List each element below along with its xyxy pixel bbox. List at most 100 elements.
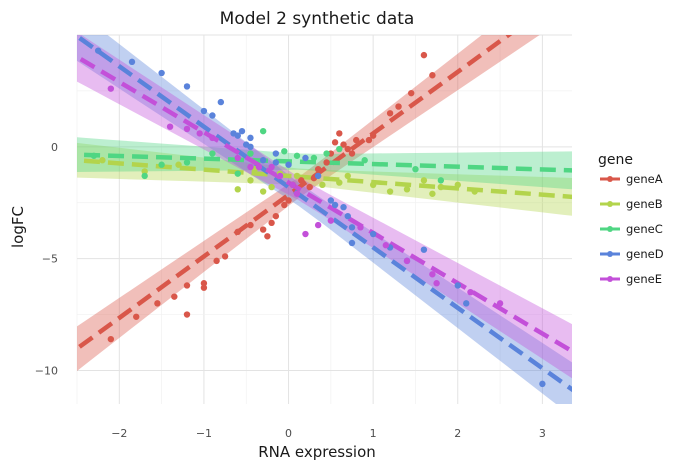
point-geneD (209, 112, 216, 119)
point-geneA (336, 130, 343, 137)
point-geneE (302, 230, 309, 238)
x-tick-label: 0 (285, 427, 292, 440)
point-geneE (166, 123, 174, 130)
point-geneA (298, 177, 305, 184)
point-geneD (302, 154, 309, 162)
point-geneB (319, 181, 326, 189)
point-geneD (247, 134, 254, 142)
point-geneA (353, 136, 360, 144)
point-geneD (259, 157, 267, 164)
x-tick-label: 3 (539, 427, 546, 440)
point-geneD (183, 83, 191, 90)
x-axis-ticks: −2 −1 0 1 2 3 (111, 427, 546, 440)
point-geneD (420, 246, 428, 253)
point-geneA (200, 280, 208, 287)
point-geneE (314, 221, 322, 229)
point-geneC (141, 172, 148, 180)
point-geneA (408, 89, 415, 97)
point-geneE (403, 257, 411, 265)
point-geneA (344, 145, 351, 153)
point-geneA (331, 139, 339, 146)
point-geneA (171, 293, 178, 300)
point-geneE (382, 242, 390, 249)
legend-label-geneE: geneE (626, 272, 662, 286)
point-geneC (90, 152, 98, 159)
point-geneA (272, 212, 280, 220)
point-geneA (386, 110, 394, 117)
point-geneB (259, 188, 267, 195)
point-geneD (285, 161, 292, 168)
point-geneE (268, 163, 275, 171)
point-geneD (463, 300, 470, 307)
point-geneE (183, 125, 191, 133)
point-geneB (471, 188, 478, 195)
point-geneD (348, 224, 356, 231)
point-geneB (420, 177, 428, 184)
y-tick-label: −5 (42, 253, 58, 266)
point-geneD (217, 98, 225, 106)
point-geneB (386, 188, 394, 195)
point-geneA (264, 233, 271, 240)
grid (76, 34, 572, 404)
point-geneD (200, 107, 208, 115)
point-geneA (221, 253, 229, 260)
point-geneE (327, 217, 335, 224)
point-geneD (344, 212, 351, 220)
point-geneA (133, 313, 140, 320)
point-geneD (94, 47, 102, 54)
y-tick-label: −10 (35, 364, 58, 377)
point-geneA (365, 136, 373, 144)
legend-label-geneA: geneA (626, 172, 663, 186)
point-geneD (340, 204, 347, 211)
point-geneA (183, 311, 191, 318)
point-geneC (247, 150, 254, 157)
point-geneD (454, 282, 461, 289)
point-geneD (234, 132, 241, 139)
legend-key-dot (607, 176, 613, 182)
point-geneC (183, 159, 191, 166)
point-geneB (403, 186, 411, 193)
point-geneA (314, 165, 322, 173)
legend-key-dot (607, 201, 613, 207)
point-geneB (99, 157, 106, 164)
point-geneA (259, 226, 267, 233)
point-geneC (158, 161, 165, 168)
legend: gene geneA geneB geneC geneD geneE (598, 152, 664, 286)
point-geneC (259, 127, 267, 135)
x-tick-label: 2 (454, 427, 461, 440)
point-geneE (289, 181, 296, 189)
point-geneA (281, 201, 288, 209)
legend-key-dot (607, 251, 613, 257)
point-geneA (323, 159, 330, 166)
band-geneE (77, 35, 572, 379)
point-geneB (268, 183, 275, 191)
point-geneB (293, 172, 301, 180)
point-geneB (344, 172, 351, 180)
point-geneC (437, 177, 445, 184)
legend-title: gene (598, 152, 633, 168)
point-geneD (539, 380, 546, 388)
fit-line-geneA (77, 35, 513, 352)
point-geneD (238, 127, 246, 135)
point-geneB (369, 181, 377, 189)
point-geneB (336, 179, 343, 186)
point-geneD (314, 172, 322, 180)
x-axis-title: RNA expression (258, 443, 376, 461)
point-geneE (107, 85, 115, 92)
x-tick-label: −2 (111, 427, 127, 440)
point-geneD (331, 201, 339, 209)
point-geneE (276, 172, 284, 180)
point-geneA (306, 183, 313, 191)
point-geneA (183, 282, 191, 289)
point-geneD (158, 69, 165, 77)
point-geneE (255, 163, 263, 171)
point-geneC (361, 157, 368, 164)
point-geneD (327, 197, 335, 204)
point-geneE (433, 280, 440, 287)
point-geneA (247, 221, 254, 229)
point-geneA (107, 335, 115, 343)
x-tick-label: 1 (370, 427, 377, 440)
point-geneB (234, 186, 241, 193)
point-geneC (234, 170, 241, 177)
point-geneD (348, 239, 356, 247)
